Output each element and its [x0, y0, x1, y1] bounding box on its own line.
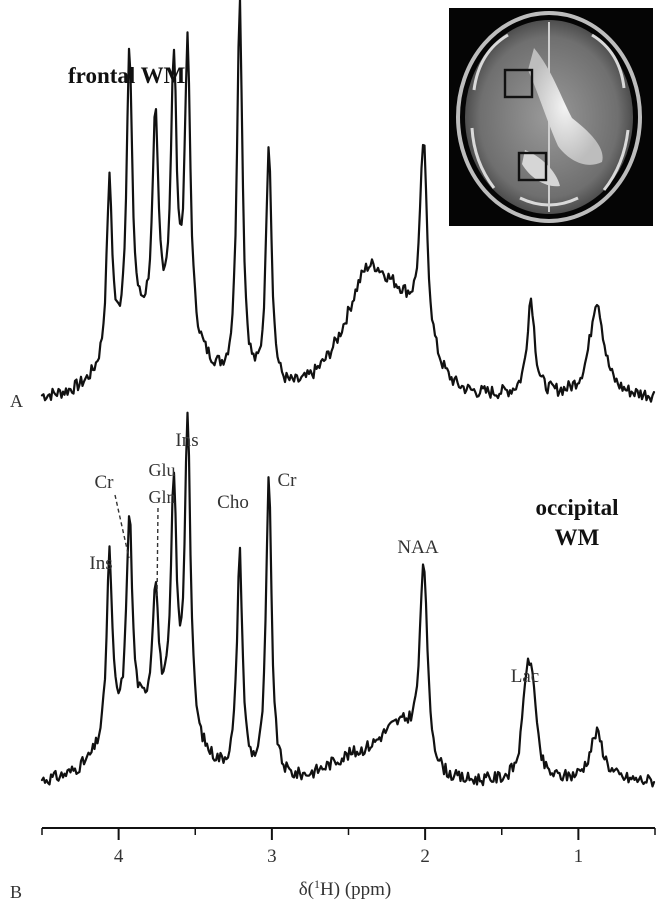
leader-line-cr	[114, 494, 130, 559]
skull-ring	[456, 11, 642, 223]
peak-label-cr-1: Cr	[95, 472, 115, 493]
panel-label-a: A	[10, 391, 23, 411]
voxel-frontal-wm	[503, 68, 534, 99]
peak-label-ins-1: Ins	[89, 553, 112, 574]
x-axis-label: δ(1H) (ppm)	[299, 877, 392, 900]
spectrum-a-title: frontal WM	[68, 63, 186, 88]
mri-inset	[449, 8, 653, 226]
leader-line-glu-gln	[156, 507, 159, 600]
voxel-occipital-wm	[517, 151, 548, 182]
spectrum-a-group	[40, 0, 656, 403]
peak-label-cr-2: Cr	[278, 470, 298, 491]
spectrum-b-title-line1: occipital	[535, 495, 618, 520]
spectrum-b-trace	[40, 411, 656, 788]
x-tick-label-2: 2	[420, 846, 430, 867]
peak-label-naa: NAA	[397, 537, 438, 558]
peak-label-ins-2: Ins	[175, 430, 198, 451]
cortical-sulci	[470, 33, 630, 207]
x-tick-label-4: 4	[114, 846, 124, 867]
x-tick-label-1: 1	[574, 846, 584, 867]
panel-label-b: B	[10, 882, 22, 902]
peak-label-gln: Gln	[149, 487, 176, 507]
spectrum-b-title-line2: WM	[555, 525, 600, 550]
x-tick-label-3: 3	[267, 846, 277, 867]
peak-label-glu: Glu	[149, 460, 176, 480]
peak-label-lac: Lac	[511, 666, 539, 687]
x-axis-ticks: 4 3 2 1	[41, 828, 656, 867]
spectrum-a-trace	[40, 0, 656, 403]
peak-label-cho: Cho	[217, 492, 249, 513]
lateral-ventricle	[528, 48, 603, 165]
spectrum-b-group	[40, 411, 656, 788]
occipital-horn	[522, 150, 560, 187]
